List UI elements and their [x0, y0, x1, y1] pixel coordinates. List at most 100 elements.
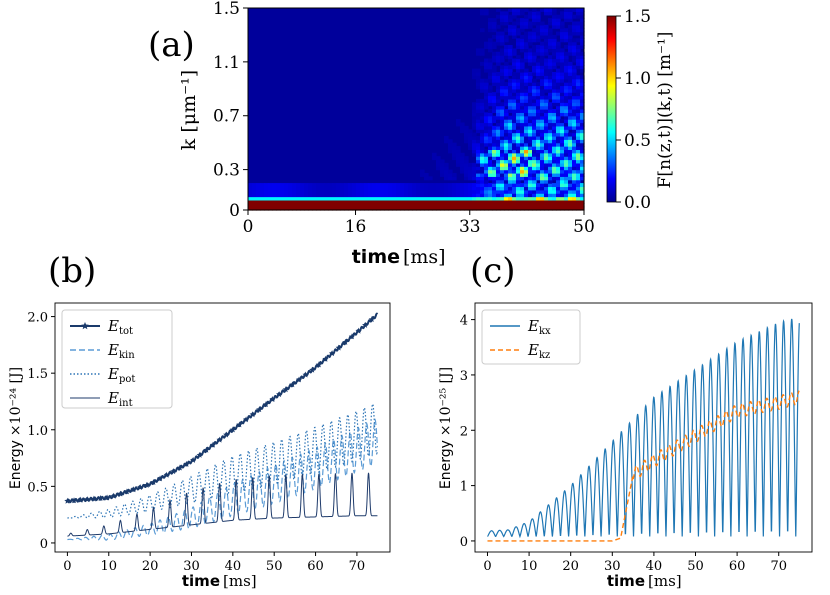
heatmap-cell — [464, 135, 469, 140]
heatmap-cell — [544, 75, 549, 80]
heatmap-cell — [552, 166, 557, 171]
heatmap-cell — [556, 206, 561, 211]
heatmap-cell — [548, 41, 553, 46]
heatmap-cell — [508, 139, 513, 144]
heatmap-cell — [504, 186, 509, 191]
heatmap-cell — [560, 196, 565, 201]
heatmap-cell — [468, 139, 473, 144]
heatmap-cell — [276, 183, 281, 188]
heatmap-cell — [568, 119, 573, 124]
heatmap-cell — [524, 21, 529, 26]
heatmap-cell — [576, 98, 581, 103]
heatmap-cell — [412, 186, 417, 191]
heatmap-cell — [440, 162, 445, 167]
heatmap-cell — [512, 82, 517, 87]
e-tot-marker — [236, 421, 243, 428]
heatmap-cell — [580, 61, 585, 66]
heatmap-cell — [524, 82, 529, 87]
heatmap-cell — [540, 105, 545, 110]
heatmap-cell — [536, 65, 541, 70]
heatmap-cell — [576, 166, 581, 171]
heatmap-cell — [556, 135, 561, 140]
heatmap-cell — [532, 132, 537, 137]
heatmap-cell — [548, 18, 553, 23]
heatmap-cell — [396, 199, 401, 204]
heatmap-cell — [468, 206, 473, 211]
heatmap-cell — [480, 139, 485, 144]
heatmap-cell — [548, 146, 553, 150]
heatmap-cell — [524, 14, 529, 19]
heatmap-cell — [252, 196, 257, 201]
heatmap-cell — [412, 193, 417, 198]
heatmap-cell — [568, 122, 573, 127]
heatmap-cell — [416, 199, 421, 204]
heatmap-cell — [540, 34, 545, 39]
heatmap-cell — [516, 105, 521, 110]
heatmap-cell — [544, 11, 549, 16]
heatmap-cell — [524, 41, 529, 46]
heatmap-cell — [568, 162, 573, 167]
heatmap-cell — [372, 196, 377, 201]
heatmap-cell — [488, 203, 493, 208]
heatmap-cell — [492, 206, 497, 211]
heatmap-cell — [292, 183, 297, 188]
heatmap-cell — [476, 169, 481, 174]
heatmap-cell — [504, 38, 509, 43]
heatmap-cell — [328, 196, 333, 201]
heatmap-cell — [548, 199, 553, 204]
heatmap-cell — [528, 55, 533, 60]
heatmap-cell — [304, 199, 309, 204]
heatmap-cell — [536, 95, 541, 100]
heatmap-cell — [516, 132, 521, 137]
heatmap-cell — [556, 68, 561, 73]
heatmap-cell — [356, 199, 361, 204]
heatmap-cell — [472, 166, 477, 171]
heatmap-cell — [496, 71, 501, 76]
heatmap-cell — [556, 105, 561, 110]
heatmap-cell — [448, 176, 453, 181]
heatmap-cell — [308, 203, 313, 208]
heatmap-cell — [424, 203, 429, 208]
heatmap-cell — [580, 183, 585, 188]
heatmap-cell — [456, 146, 461, 150]
heatmap-cell — [456, 183, 461, 188]
heatmap-cell — [560, 146, 565, 150]
heatmap-cell — [308, 193, 313, 198]
heatmap-cell — [576, 58, 581, 63]
heatmap-cell — [492, 115, 497, 120]
heatmap-cell — [512, 112, 517, 117]
heatmap-cell — [564, 95, 569, 100]
heatmap-cell — [552, 129, 557, 134]
colorbar-tick-label: 1.0 — [624, 69, 651, 89]
heatmap-cell — [520, 129, 525, 134]
heatmap-cell — [388, 196, 393, 201]
heatmap-cell — [484, 88, 489, 93]
heatmap-cell — [300, 206, 305, 211]
heatmap-cell — [580, 203, 585, 208]
heatmap-cell — [308, 196, 313, 201]
heatmap-cell — [564, 11, 569, 16]
heatmap-cell — [564, 115, 569, 120]
heatmap-cell — [508, 152, 513, 157]
heatmap-cell — [516, 112, 521, 117]
heatmap-cell — [564, 186, 569, 191]
heatmap-cell — [288, 189, 293, 194]
heatmap-cell — [508, 169, 513, 174]
heatmap-cell — [472, 162, 477, 167]
heatmap-cell — [456, 203, 461, 208]
heatmap-cell — [400, 206, 405, 211]
heatmap-cell — [536, 125, 541, 130]
heatmap-cell — [472, 75, 477, 80]
heatmap-cell — [552, 75, 557, 80]
heatmap-cell — [504, 179, 509, 184]
heatmap-cell — [380, 189, 385, 194]
heatmap-cell — [536, 149, 541, 154]
heatmap-cell — [500, 166, 505, 171]
heatmap-cell — [504, 172, 509, 177]
heatmap-cell — [564, 85, 569, 90]
heatmap-cell — [544, 206, 549, 211]
colorbar-label: F[n(z,t)](k,t) [m⁻¹] — [655, 32, 675, 189]
heatmap-cell — [564, 68, 569, 73]
heatmap-cell — [572, 109, 577, 113]
series-e-pot — [67, 403, 379, 519]
